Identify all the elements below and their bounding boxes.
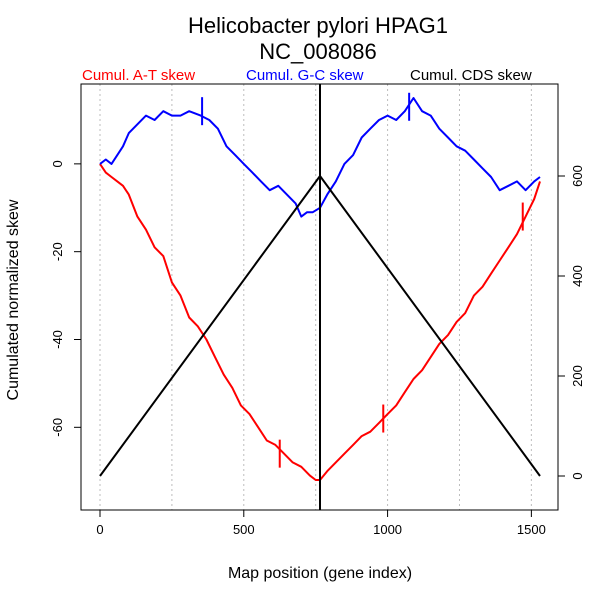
y2-tick-label-0: 0 bbox=[570, 472, 585, 479]
x-tick-label-2: 1000 bbox=[373, 522, 402, 537]
series-line-cumul-a-t-skew bbox=[99, 163, 541, 481]
x-axis-label: Map position (gene index) bbox=[228, 565, 412, 582]
y-tick-label-1: -20 bbox=[50, 242, 65, 261]
y-tick-label-2: -40 bbox=[50, 330, 65, 349]
y-axis-label: Cumulated normalized skew bbox=[5, 199, 22, 400]
series-line-cumul-g-c-skew bbox=[99, 97, 541, 218]
y-tick-label-3: -60 bbox=[50, 418, 65, 437]
x-tick-label-1: 500 bbox=[233, 522, 255, 537]
y2-tick-label-3: 600 bbox=[570, 165, 585, 187]
x-tick-label-0: 0 bbox=[96, 522, 103, 537]
legend-cds-skew: Cumul. CDS skew bbox=[410, 67, 532, 84]
legend-gc-skew: Cumul. G-C skew bbox=[246, 67, 364, 84]
x-tick-label-3: 1500 bbox=[517, 522, 546, 537]
grid-lines bbox=[99, 84, 532, 510]
series-layer bbox=[99, 84, 541, 510]
y-tick-label-0: 0 bbox=[50, 160, 65, 167]
chart-title: Helicobacter pylori HPAG1 bbox=[188, 13, 448, 38]
y-axis-left: 0 -20 -40 -60 bbox=[50, 160, 82, 437]
y2-tick-label-1: 200 bbox=[570, 365, 585, 387]
chart-subtitle: NC_008086 bbox=[259, 39, 376, 64]
legend-at-skew: Cumul. A-T skew bbox=[82, 67, 195, 84]
x-axis: 0 500 1000 1500 bbox=[96, 509, 546, 537]
y-axis-right: 0 200 400 600 bbox=[557, 165, 585, 480]
y2-tick-label-2: 400 bbox=[570, 265, 585, 287]
